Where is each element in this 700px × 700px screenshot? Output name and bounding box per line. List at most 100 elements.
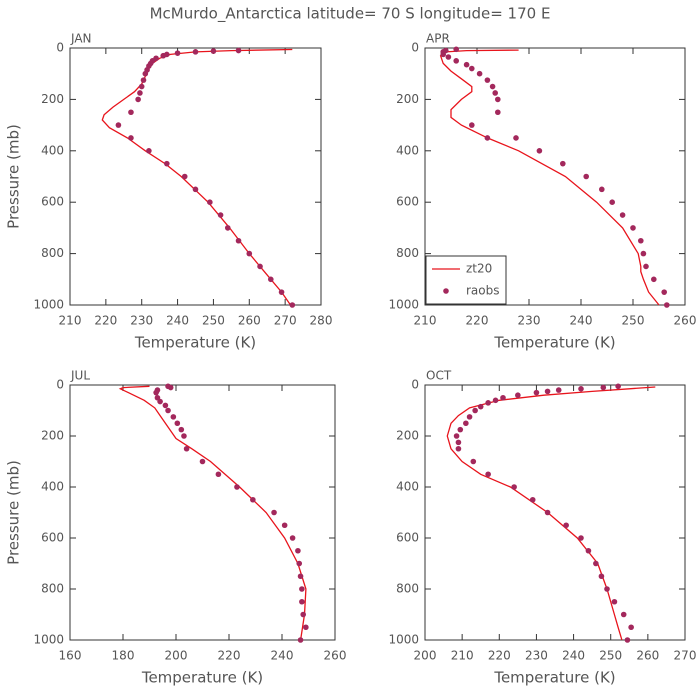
raob-point bbox=[492, 90, 499, 96]
x-tick-label: 220 bbox=[94, 314, 117, 328]
y-tick-label: 0 bbox=[411, 41, 419, 55]
raob-point bbox=[455, 439, 462, 446]
raob-point bbox=[140, 77, 147, 83]
raob-point bbox=[257, 263, 263, 270]
raob-point bbox=[457, 426, 464, 433]
raob-point bbox=[533, 389, 540, 396]
raob-point bbox=[578, 386, 584, 392]
panel-title: JUL bbox=[70, 369, 90, 383]
raob-point bbox=[463, 420, 469, 427]
raob-point bbox=[628, 624, 634, 631]
panel-title: JAN bbox=[70, 32, 92, 46]
x-tick-label: 250 bbox=[202, 314, 225, 328]
raob-point bbox=[544, 388, 551, 395]
raob-point bbox=[536, 148, 543, 154]
x-axis-label: Temperature (K) bbox=[134, 334, 256, 352]
raob-point bbox=[154, 387, 161, 393]
raob-point bbox=[477, 403, 484, 410]
raob-point bbox=[170, 414, 177, 420]
plot-frame bbox=[69, 384, 336, 641]
raob-point bbox=[235, 47, 242, 54]
legend-box bbox=[425, 255, 507, 305]
x-tick-label: 240 bbox=[166, 314, 189, 328]
x-tick-label: 160 bbox=[59, 649, 82, 663]
raob-point bbox=[495, 109, 501, 116]
x-tick-label: 240 bbox=[271, 649, 294, 663]
y-tick-label: 800 bbox=[396, 246, 419, 260]
y-tick-label: 1000 bbox=[33, 298, 64, 312]
raob-point bbox=[466, 414, 473, 420]
raob-point bbox=[492, 397, 499, 404]
x-tick-label: 180 bbox=[112, 649, 135, 663]
raob-point bbox=[544, 509, 551, 516]
raob-point bbox=[128, 109, 134, 116]
x-tick-label: 250 bbox=[599, 649, 622, 663]
y-tick-label: 600 bbox=[41, 195, 64, 209]
raob-point bbox=[469, 65, 475, 72]
raob-point bbox=[555, 387, 562, 393]
y-tick-label: 400 bbox=[41, 143, 64, 157]
x-tick-label: 270 bbox=[674, 649, 697, 663]
x-tick-label: 210 bbox=[414, 314, 437, 328]
y-tick-label: 200 bbox=[396, 429, 419, 443]
raob-point bbox=[299, 586, 305, 592]
x-axis-label: Temperature (K) bbox=[493, 669, 615, 687]
y-tick-label: 200 bbox=[41, 92, 64, 106]
raob-point bbox=[578, 535, 584, 541]
raob-point bbox=[600, 384, 607, 391]
y-tick-label: 200 bbox=[41, 429, 64, 443]
x-tick-label: 220 bbox=[466, 314, 489, 328]
raob-point bbox=[215, 471, 222, 478]
y-tick-label: 1000 bbox=[388, 633, 419, 647]
raob-point bbox=[297, 573, 304, 580]
y-tick-label: 800 bbox=[41, 582, 64, 596]
raob-point bbox=[485, 471, 491, 478]
raob-point bbox=[153, 55, 159, 62]
raob-point bbox=[469, 122, 475, 128]
raob-point bbox=[115, 122, 122, 128]
raob-point bbox=[604, 586, 610, 592]
raob-point bbox=[489, 83, 496, 90]
raob-point bbox=[164, 160, 170, 167]
x-tick-label: 220 bbox=[488, 649, 511, 663]
raob-point bbox=[638, 237, 644, 244]
raob-point bbox=[135, 96, 141, 103]
raob-point bbox=[445, 54, 452, 60]
y-tick-label: 400 bbox=[396, 480, 419, 494]
x-tick-label: 270 bbox=[274, 314, 297, 328]
raob-point bbox=[296, 560, 303, 567]
profile-line bbox=[101, 48, 293, 306]
y-tick-label: 200 bbox=[396, 92, 419, 106]
raob-point bbox=[138, 83, 145, 90]
raob-point bbox=[199, 458, 206, 465]
plot-frame bbox=[69, 47, 322, 306]
raob-point bbox=[154, 394, 161, 401]
raob-point bbox=[511, 484, 517, 490]
y-tick-label: 0 bbox=[411, 378, 419, 392]
x-tick-label: 200 bbox=[414, 649, 437, 663]
raob-point bbox=[246, 250, 253, 257]
profile-line bbox=[446, 386, 656, 641]
raob-point bbox=[484, 77, 491, 83]
raob-point bbox=[178, 426, 185, 433]
raob-point bbox=[585, 547, 592, 554]
raob-point bbox=[181, 433, 187, 439]
raob-point bbox=[192, 186, 199, 193]
x-tick-label: 260 bbox=[238, 314, 261, 328]
raob-point bbox=[495, 96, 501, 103]
raob-point bbox=[513, 135, 519, 141]
raob-point bbox=[297, 637, 304, 643]
raob-point bbox=[268, 276, 274, 283]
y-tick-label: 0 bbox=[56, 41, 64, 55]
raob-point bbox=[210, 48, 217, 54]
raob-point bbox=[470, 458, 477, 465]
legend-marker bbox=[443, 288, 449, 294]
y-tick-label: 800 bbox=[396, 582, 419, 596]
profile-line bbox=[118, 385, 307, 641]
raob-point bbox=[598, 573, 605, 580]
x-tick-label: 240 bbox=[562, 649, 585, 663]
raob-point bbox=[624, 637, 631, 643]
raob-point bbox=[235, 237, 242, 244]
raob-point bbox=[281, 522, 288, 529]
y-tick-label: 600 bbox=[396, 195, 419, 209]
